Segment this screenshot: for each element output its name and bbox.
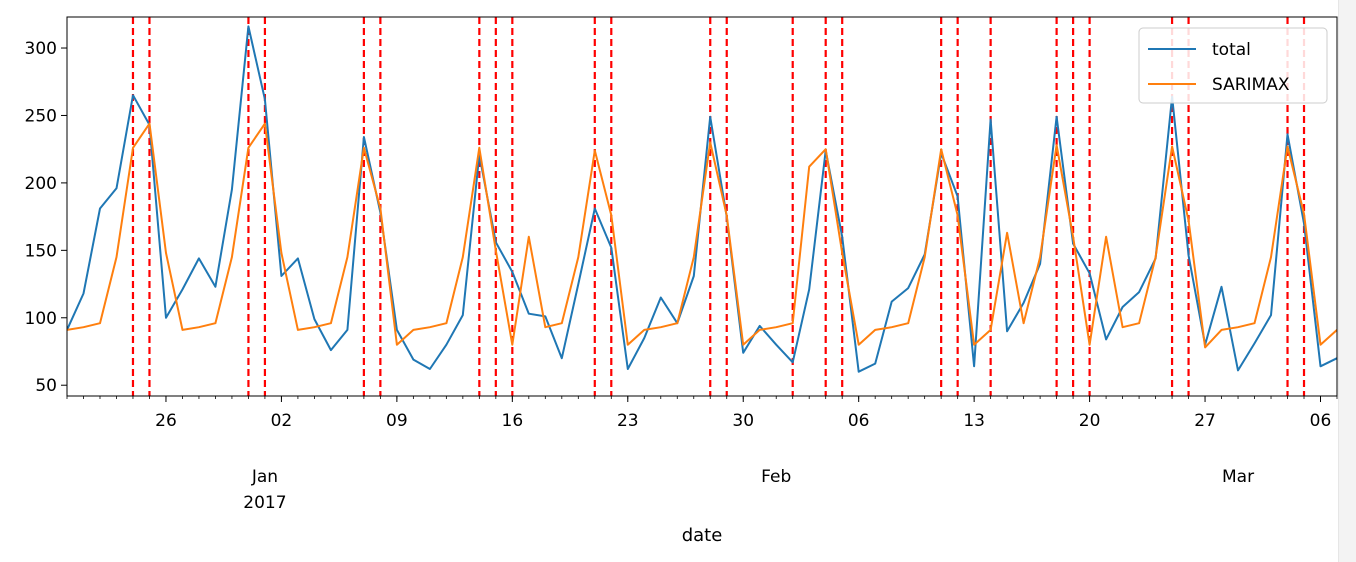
x-month-label-0: Jan <box>251 467 278 487</box>
y-tick-label-250: 250 <box>25 106 57 126</box>
x-tick-label-6: 06 <box>848 411 870 431</box>
x-tick-label-2: 09 <box>386 411 408 431</box>
y-tick-label-150: 150 <box>25 241 57 261</box>
x-tick-label-5: 30 <box>732 411 754 431</box>
legend-label-total: total <box>1212 40 1251 60</box>
series-line-sarimax <box>67 122 1337 349</box>
legend-label-sarimax: SARIMAX <box>1212 75 1290 95</box>
x-tick-label-8: 20 <box>1079 411 1101 431</box>
x-month-label-2: Mar <box>1222 467 1254 487</box>
x-tick-label-4: 23 <box>617 411 639 431</box>
y-axis: 50 100 150 200 250 300 <box>25 39 67 396</box>
x-axis-label: date <box>682 525 723 546</box>
y-tick-label-50: 50 <box>35 376 57 396</box>
y-tick-label-300: 300 <box>25 39 57 59</box>
y-tick-label-200: 200 <box>25 174 57 194</box>
x-tick-label-9: 27 <box>1194 411 1216 431</box>
x-tick-label-7: 13 <box>963 411 985 431</box>
vlines <box>131 17 1306 396</box>
plot-frame <box>66 16 1338 397</box>
series-layer <box>67 25 1337 373</box>
x-tick-label-1: 02 <box>271 411 293 431</box>
x-tick-label-0: 26 <box>155 411 177 431</box>
x-tick-label-3: 16 <box>502 411 524 431</box>
x-tick-label-10: 06 <box>1310 411 1332 431</box>
page-scrollbar[interactable] <box>1338 0 1356 562</box>
x-year-label-0: 2017 <box>243 493 286 513</box>
legend: total SARIMAX <box>1138 27 1328 104</box>
x-month-label-1: Feb <box>761 467 791 487</box>
y-tick-label-100: 100 <box>25 309 57 329</box>
x-axis: 26 02 09 16 23 30 06 13 20 27 06 Jan 2017 Feb Mar <box>66 396 1338 513</box>
